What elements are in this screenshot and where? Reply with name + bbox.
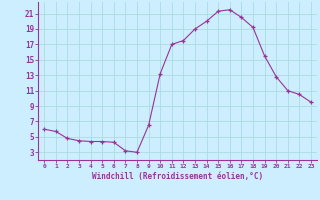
X-axis label: Windchill (Refroidissement éolien,°C): Windchill (Refroidissement éolien,°C) xyxy=(92,172,263,181)
